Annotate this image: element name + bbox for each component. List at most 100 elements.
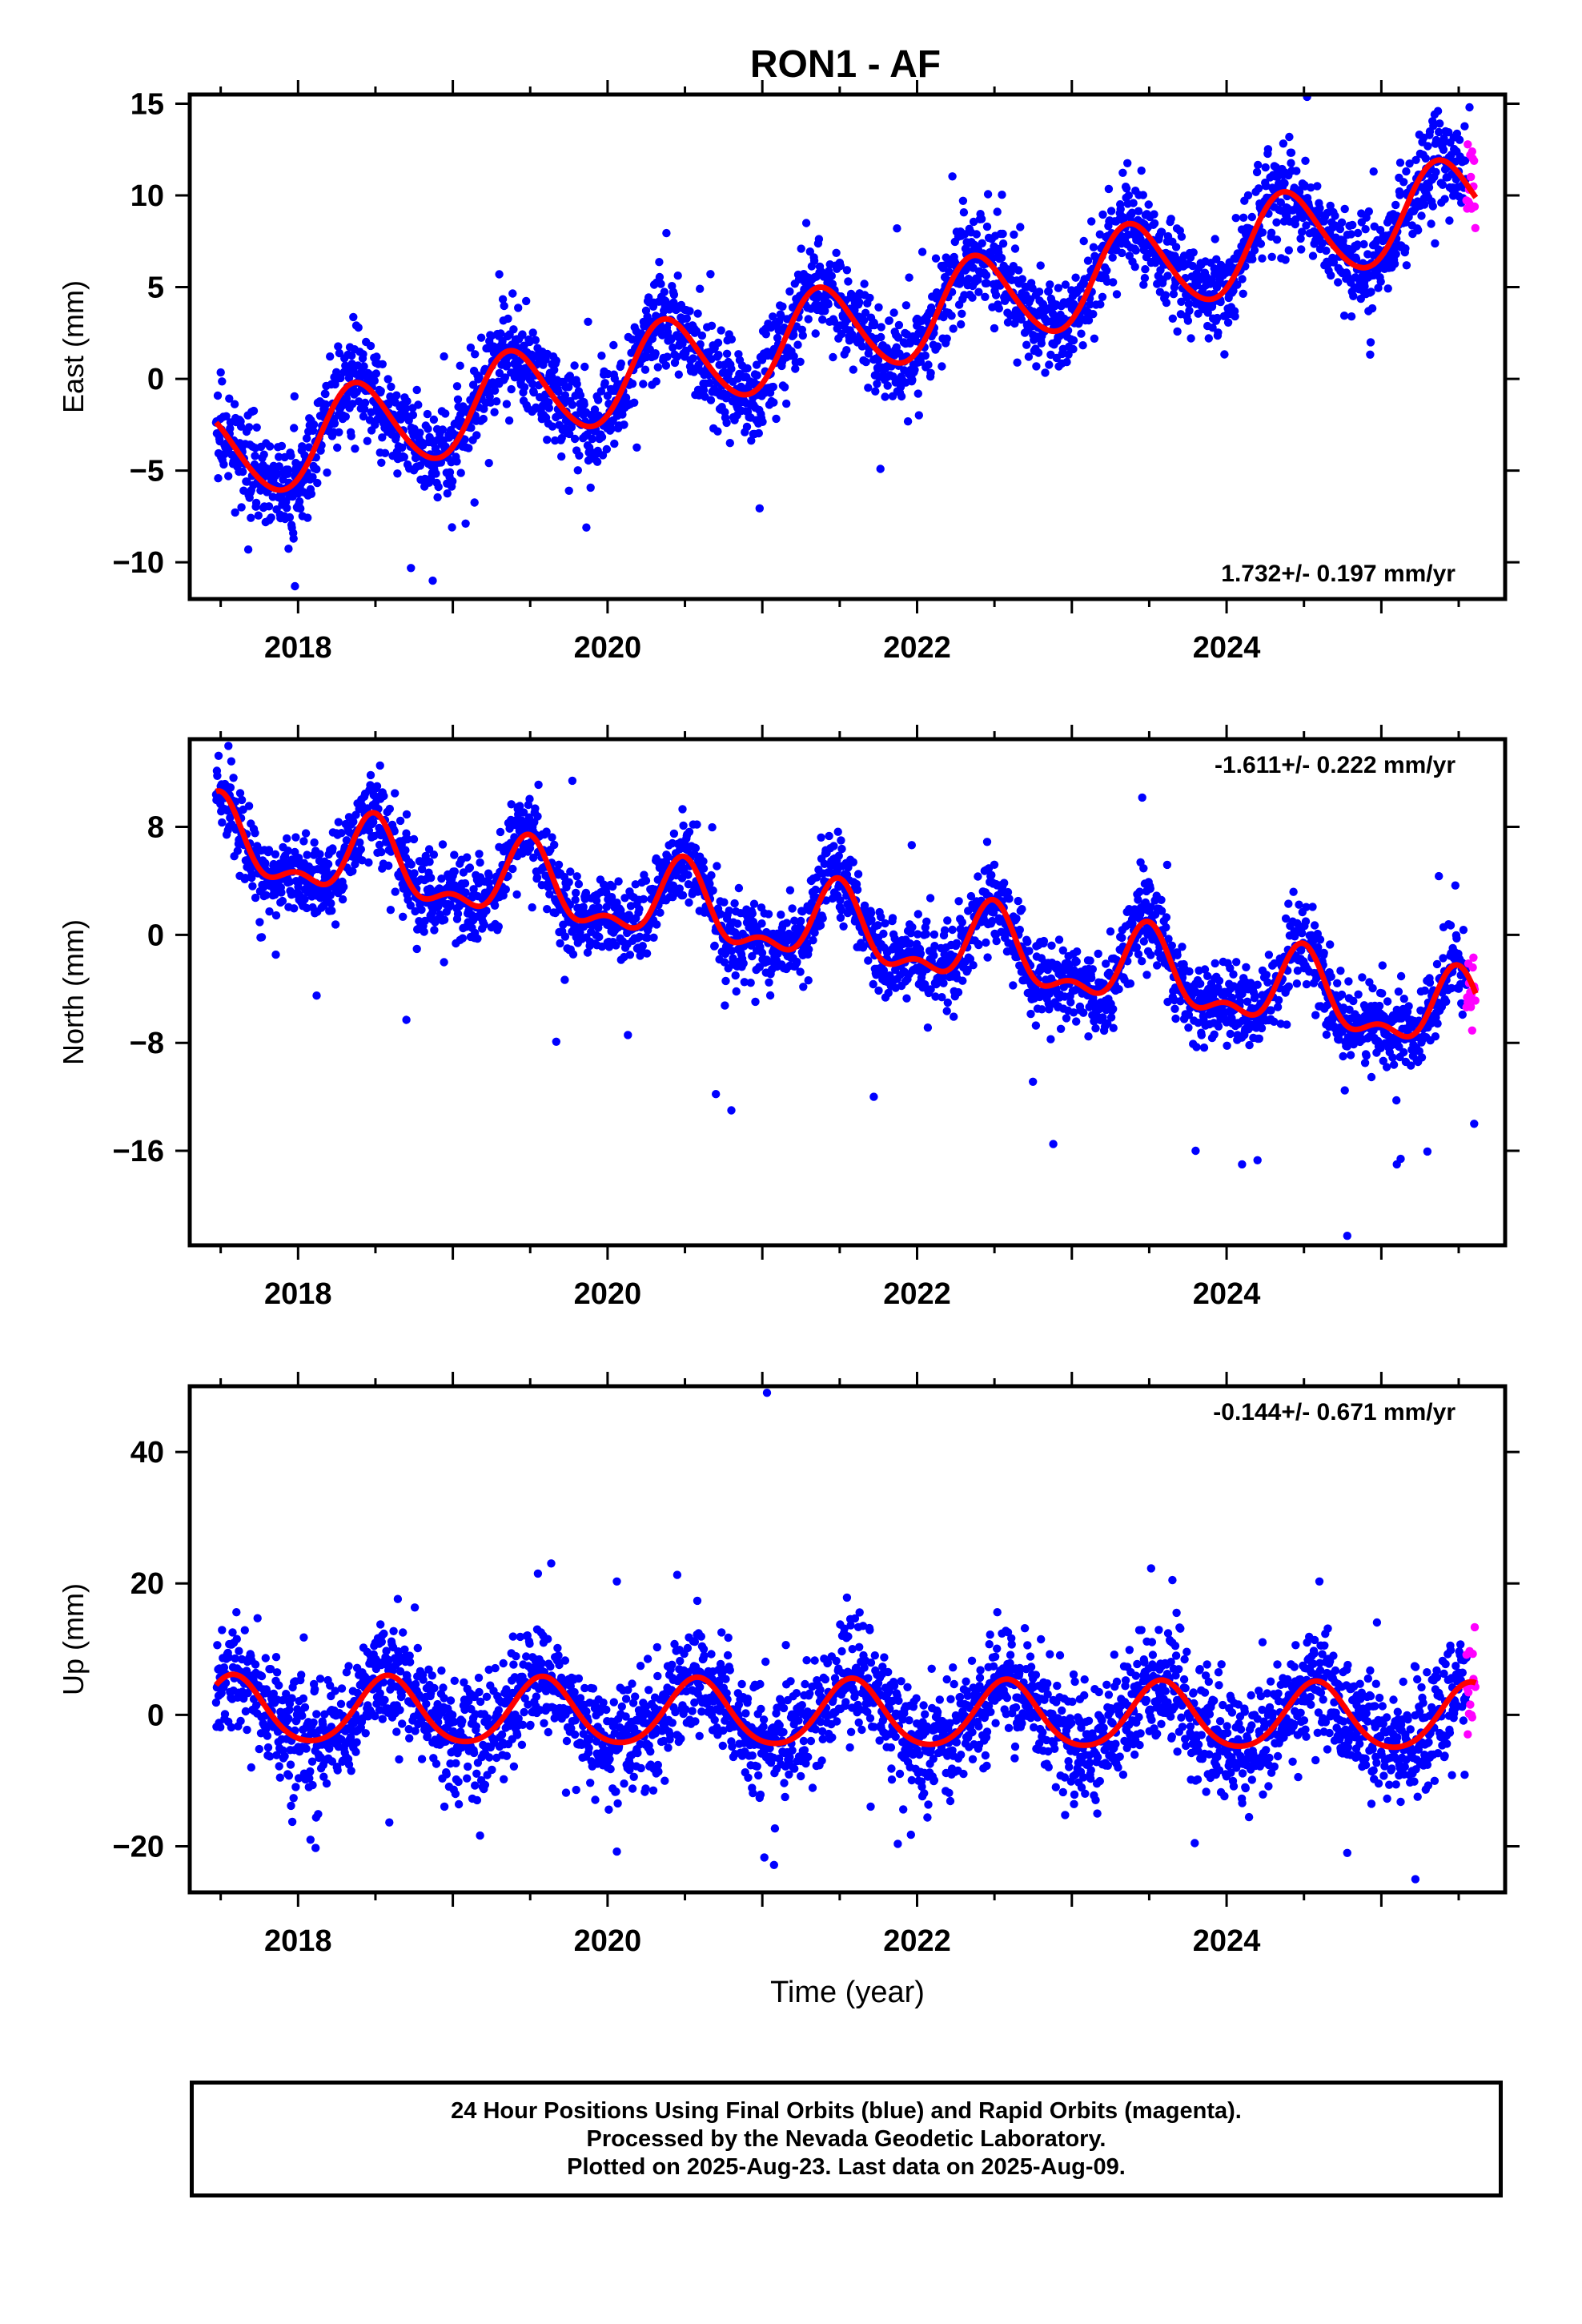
east-data-point <box>219 460 228 469</box>
east-data-point <box>1331 211 1339 220</box>
north-data-point <box>375 840 384 850</box>
east-data-point <box>692 327 701 336</box>
east-data-point <box>387 382 396 392</box>
north-data-point <box>699 864 709 873</box>
east-data-point <box>597 352 606 360</box>
east-data-point <box>1003 318 1013 327</box>
east-data-point <box>1189 248 1198 257</box>
east-data-point <box>347 432 355 440</box>
east-data-point <box>1112 290 1122 299</box>
east-data-point <box>1032 362 1041 371</box>
north-data-point <box>458 934 468 943</box>
east-data-point <box>584 317 592 326</box>
north-data-point <box>519 808 528 817</box>
east-data-point <box>1214 328 1223 337</box>
east-data-point <box>383 375 392 384</box>
east-rapid-point <box>1470 156 1479 165</box>
east-data-point <box>861 357 870 367</box>
east-data-point <box>652 377 661 386</box>
east-data-point <box>836 261 845 271</box>
east-outlier-point <box>495 270 504 279</box>
east-data-point <box>349 312 358 322</box>
east-data-point <box>1238 275 1247 283</box>
east-data-point <box>580 400 588 409</box>
north-data-point <box>552 1037 560 1047</box>
north-data-point <box>437 875 446 883</box>
east-data-point <box>1391 200 1400 210</box>
east-data-point <box>743 364 752 373</box>
north-data-point <box>1167 941 1177 951</box>
east-data-point <box>1150 219 1159 228</box>
north-data-point <box>532 873 542 882</box>
north-data-point <box>528 903 536 912</box>
north-data-point <box>411 907 420 916</box>
east-data-point <box>414 400 423 409</box>
north-data-point <box>291 833 300 842</box>
north-data-point <box>430 926 439 935</box>
east-data-point <box>393 469 402 478</box>
north-data-point <box>326 891 335 900</box>
east-data-point <box>972 230 982 239</box>
east-data-point <box>1373 265 1383 275</box>
east-data-point <box>503 360 512 369</box>
north-data-point <box>1025 947 1034 955</box>
north-data-point <box>1139 864 1148 873</box>
north-data-point <box>1046 1035 1055 1043</box>
east-data-point <box>576 391 585 400</box>
east-data-point <box>334 342 343 351</box>
east-data-point <box>507 384 516 394</box>
north-data-point <box>751 997 760 1007</box>
east-data-point <box>1166 215 1175 223</box>
east-data-point <box>660 287 669 296</box>
east-data-point <box>1267 252 1276 261</box>
north-data-point <box>226 783 235 792</box>
east-data-point <box>877 332 885 342</box>
north-data-point <box>907 841 917 850</box>
east-data-point <box>1326 201 1335 211</box>
east-data-point <box>287 452 295 460</box>
east-data-point <box>773 333 782 343</box>
north-data-point <box>608 882 617 891</box>
east-data-point <box>917 247 927 256</box>
east-data-point <box>1064 350 1073 359</box>
north-data-point <box>427 874 436 883</box>
north-data-point <box>534 780 543 790</box>
north-data-point <box>485 871 494 881</box>
east-data-point <box>889 308 898 317</box>
east-data-point <box>403 396 412 406</box>
east-data-point <box>1435 119 1444 128</box>
north-data-point <box>476 858 484 867</box>
east-data-point <box>1376 277 1385 286</box>
north-data-point <box>799 983 808 991</box>
east-data-point <box>1098 292 1107 301</box>
north-data-point <box>732 987 741 996</box>
east-data-point <box>1024 352 1034 361</box>
north-data-point <box>568 776 577 786</box>
north-data-point <box>675 884 684 893</box>
east-data-point <box>551 436 560 445</box>
east-data-point <box>1173 327 1182 336</box>
east-data-point <box>609 340 618 350</box>
north-data-point <box>285 877 295 887</box>
east-data-point <box>905 273 913 282</box>
north-data-point <box>948 925 957 935</box>
north-data-point <box>782 919 791 927</box>
north-data-point <box>327 907 336 915</box>
north-data-point <box>450 867 459 876</box>
east-data-point <box>1287 159 1295 167</box>
north-data-point <box>1023 937 1032 947</box>
east-data-point <box>974 275 982 284</box>
east-data-point <box>1138 191 1148 199</box>
east-data-point <box>663 352 672 361</box>
east-data-point <box>860 279 869 288</box>
east-data-point <box>265 442 275 451</box>
east-data-point <box>453 395 463 404</box>
east-data-point <box>1366 350 1375 359</box>
east-data-point <box>1267 228 1276 237</box>
north-data-point <box>572 888 580 898</box>
east-data-point <box>443 489 452 498</box>
north-data-point <box>283 834 291 843</box>
north-data-point <box>678 891 688 900</box>
east-data-point <box>693 309 702 318</box>
